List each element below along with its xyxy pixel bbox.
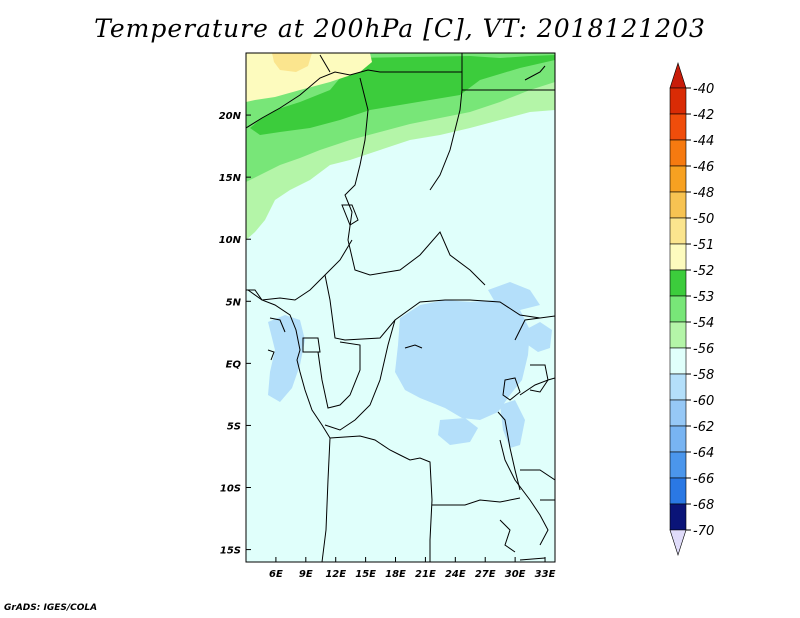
colorbar-label: -51 xyxy=(693,238,714,253)
colorbar-box xyxy=(669,347,687,375)
colorbar-label: -40 xyxy=(693,82,714,97)
lat-tick-label: 20N xyxy=(219,111,242,122)
colorbar-box xyxy=(669,321,687,349)
colorbar-label: -50 xyxy=(693,212,714,227)
lon-tick-label: 9E xyxy=(299,569,313,580)
temperature-field-blue-south xyxy=(438,418,478,445)
lon-tick-label: 12E xyxy=(325,569,346,580)
colorbar-label: -62 xyxy=(693,420,714,435)
colorbar-box xyxy=(669,87,687,115)
colorbar-box xyxy=(669,217,687,245)
lon-tick-label: 21E xyxy=(415,569,436,580)
credit-text: GrADS: IGES/COLA xyxy=(4,603,98,613)
lon-tick-label: 24E xyxy=(445,569,466,580)
temperature-field-dark-green xyxy=(250,55,555,135)
lon-tick-label: 33E xyxy=(535,569,556,580)
colorbar-label: -44 xyxy=(693,134,714,149)
colorbar-label: -53 xyxy=(693,290,714,305)
temperature-field-yellow-core xyxy=(272,53,312,72)
temperature-field-blue-east xyxy=(525,322,552,352)
colorbar-label: -60 xyxy=(693,394,714,409)
lon-tick-label: 18E xyxy=(385,569,406,580)
colorbar-box xyxy=(669,399,687,427)
lat-tick-label: 10S xyxy=(220,484,241,495)
longitude-axis: 6E 9E 12E 15E 18E 21E 24E 27E 30E 33E xyxy=(269,557,556,580)
colorbar-box xyxy=(669,139,687,167)
colorbar-box xyxy=(669,425,687,453)
colorbar-box xyxy=(669,451,687,479)
lon-tick-label: 15E xyxy=(355,569,376,580)
colorbar-box xyxy=(669,269,687,297)
colorbar-box xyxy=(669,113,687,141)
colorbar-boxes xyxy=(669,62,687,556)
colorbar-label: -56 xyxy=(693,342,714,357)
temperature-field-mid-green xyxy=(246,53,555,182)
colorbar-box xyxy=(669,165,687,193)
lat-tick-label: 5S xyxy=(227,421,241,432)
lon-tick-label: 6E xyxy=(269,569,283,580)
colorbar-labels: -40 -42 -44 -46 -48 -50 -51 -52 -53 -54 -56 -58 -60 -… xyxy=(686,82,714,539)
lat-tick-label: 5N xyxy=(226,297,242,308)
colorbar-label: -42 xyxy=(693,108,714,123)
colorbar-label: -68 xyxy=(693,498,714,513)
temperature-field-blue-central xyxy=(395,300,530,420)
chart-title: Temperature at 200hPa [C], VT: 201812120… xyxy=(94,14,706,43)
colorbar-box xyxy=(669,477,687,505)
lat-tick-label: 15N xyxy=(219,173,242,184)
colorbar-label: -58 xyxy=(693,368,714,383)
colorbar-label: -64 xyxy=(693,446,714,461)
colorbar-box xyxy=(669,503,687,531)
lat-tick-label: 10N xyxy=(219,235,242,246)
colorbar-top-arrow xyxy=(669,62,687,89)
colorbar-label: -46 xyxy=(693,160,714,175)
colorbar-label: -52 xyxy=(693,264,714,279)
colorbar-label: -54 xyxy=(693,316,714,331)
colorbar-box xyxy=(669,243,687,271)
lon-tick-label: 27E xyxy=(475,569,496,580)
country-borders xyxy=(246,53,555,562)
lon-tick-label: 30E xyxy=(505,569,526,580)
coastlines xyxy=(246,289,331,439)
map-fields xyxy=(246,53,555,562)
colorbar-bottom-arrow xyxy=(669,529,687,556)
temperature-field-blue-lake xyxy=(500,400,525,448)
colorbar-label: -66 xyxy=(693,472,714,487)
map-frame xyxy=(245,52,556,563)
lat-tick-label: EQ xyxy=(226,359,242,370)
lat-tick-label: 15S xyxy=(220,546,241,557)
latitude-axis: 20N 15N 10N 5N EQ 5S 10S 15S xyxy=(219,111,251,557)
colorbar-box xyxy=(669,373,687,401)
colorbar-box xyxy=(669,295,687,323)
colorbar-label: -70 xyxy=(693,524,714,539)
temperature-field-blue-coast xyxy=(268,315,305,402)
colorbar-label: -48 xyxy=(693,186,714,201)
colorbar-box xyxy=(669,191,687,219)
